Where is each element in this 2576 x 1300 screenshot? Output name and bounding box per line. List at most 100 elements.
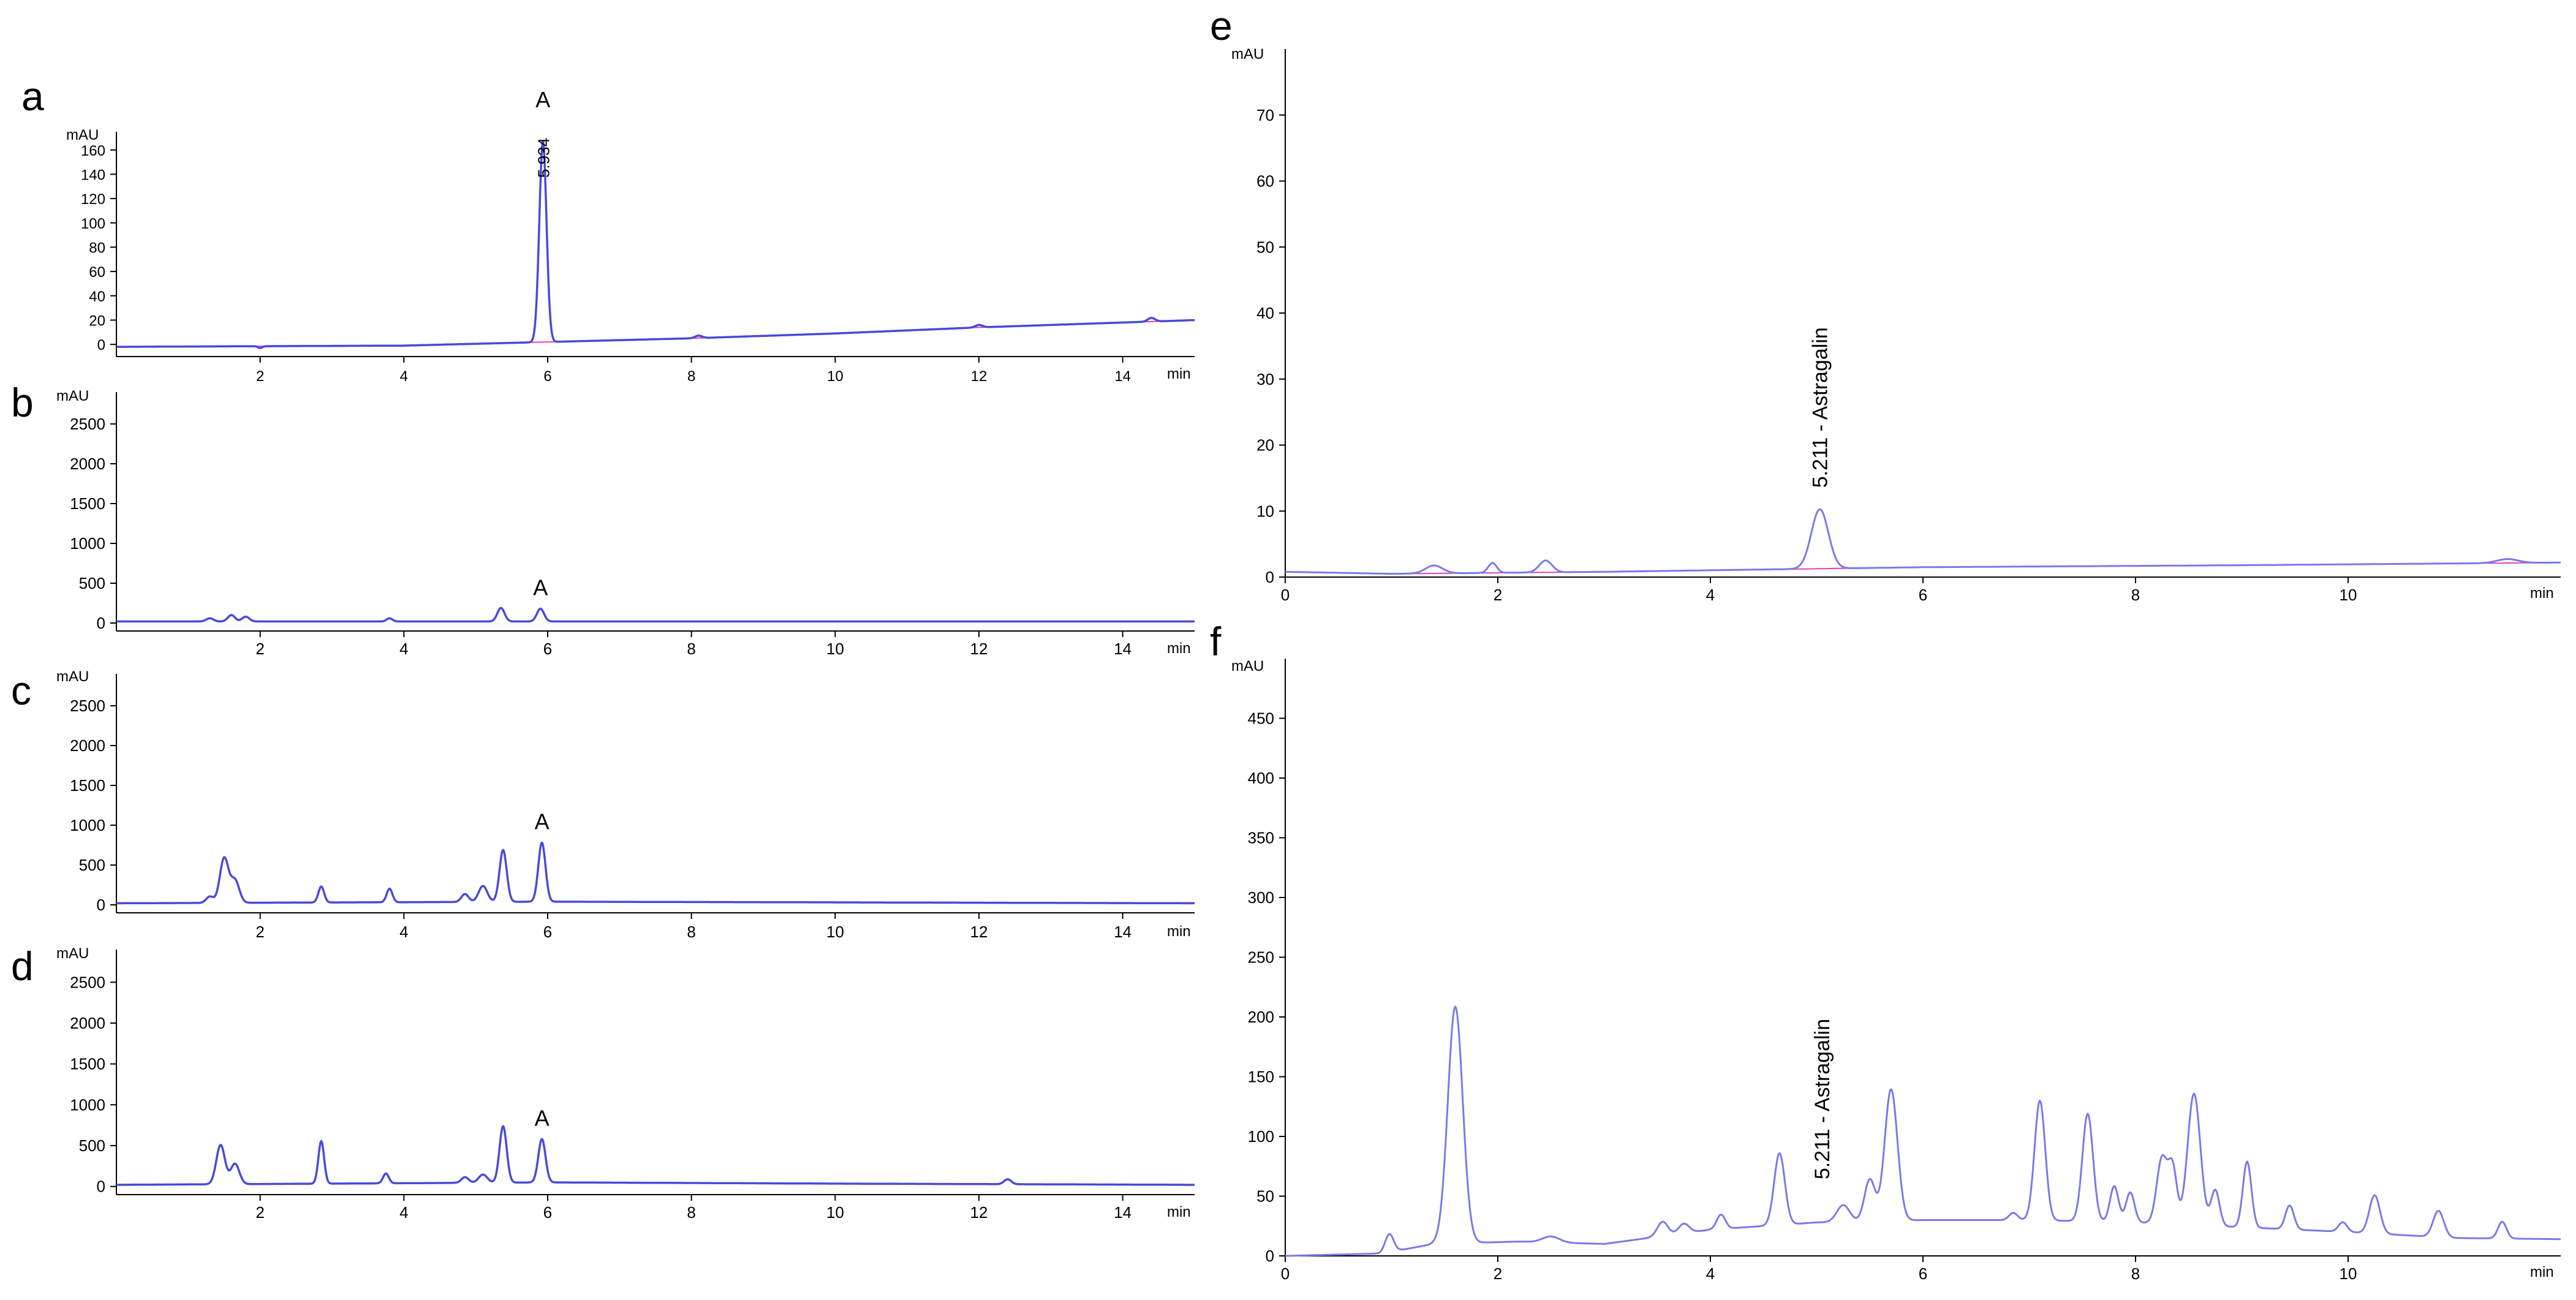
y-tick-label: 160 (81, 143, 105, 159)
x-tick-label: 4 (1706, 586, 1715, 604)
y-tick-label: 40 (89, 289, 105, 305)
x-tick-label: 2 (255, 1203, 264, 1222)
x-tick-label: 14 (1114, 1203, 1131, 1222)
y-unit-label: mAU (1231, 46, 1264, 62)
x-tick-label: 10 (827, 368, 844, 385)
y-tick-label: 300 (1248, 888, 1274, 907)
x-tick-label: 12 (971, 368, 988, 385)
retention-time-label: 5.934 (534, 138, 553, 178)
y-tick-label: 0 (1266, 1247, 1274, 1265)
x-tick-label: 12 (970, 923, 988, 941)
x-tick-label: 4 (399, 1203, 408, 1222)
y-tick-label: 200 (1248, 1008, 1274, 1026)
chromatogram-trace (116, 1124, 1195, 1186)
y-tick-label: 450 (1248, 709, 1274, 728)
y-tick-label: 60 (89, 264, 105, 281)
y-tick-label: 50 (1256, 1187, 1274, 1206)
y-tick-label: 2000 (70, 1014, 105, 1032)
x-tick-label: 8 (687, 1203, 695, 1222)
x-tick-label: 10 (826, 923, 844, 941)
x-tick-label: 14 (1114, 923, 1131, 941)
x-tick-label: 8 (2131, 586, 2140, 604)
x-unit-label: min (1167, 1204, 1191, 1220)
y-tick-label: 1500 (70, 1055, 105, 1073)
y-tick-label: 100 (81, 216, 105, 232)
x-tick-label: 6 (543, 923, 552, 941)
y-unit-label: mAU (66, 127, 99, 143)
x-tick-label: 8 (687, 640, 695, 658)
x-tick-label: 12 (970, 1203, 988, 1222)
y-tick-label: 20 (89, 312, 105, 329)
x-tick-label: 4 (1706, 1264, 1715, 1283)
x-tick-label: 10 (2340, 586, 2357, 604)
y-tick-label: 2500 (70, 973, 105, 991)
y-tick-label: 1000 (70, 534, 105, 553)
x-tick-label: 8 (687, 923, 695, 941)
y-tick-label: 2500 (70, 697, 105, 715)
peak-label: A (535, 809, 550, 834)
panel-c: c mAU 0 500 1000 1500 2000 2500 2 4 6 8 10 12 14 min A (11, 668, 1195, 941)
chromatogram-trace (1285, 508, 2561, 575)
x-unit-label: min (1167, 640, 1191, 657)
x-tick-label: 6 (1919, 1264, 1927, 1283)
y-tick-label: 500 (79, 1136, 105, 1155)
x-unit-label: min (2530, 585, 2554, 602)
y-tick-label: 0 (97, 614, 105, 632)
compound-annotation: 5.211 - Astragalin (1811, 1019, 1834, 1179)
x-tick-label: 6 (543, 1203, 552, 1222)
y-tick-label: 1000 (70, 816, 105, 834)
x-tick-label: 2 (1494, 1264, 1502, 1283)
y-tick-label: 30 (1256, 370, 1274, 388)
y-tick-label: 1500 (70, 494, 105, 513)
panel-b: b mAU 0 500 1000 1500 2000 2500 2 4 6 8 10 12 14 min A (11, 380, 1195, 658)
x-tick-label: 6 (543, 640, 552, 658)
y-tick-label: 2500 (70, 415, 105, 433)
y-unit-label: mAU (56, 668, 89, 685)
y-tick-label: 70 (1256, 106, 1274, 124)
y-tick-label: 0 (1266, 568, 1274, 586)
x-tick-label: 10 (826, 640, 844, 658)
x-tick-label: 2 (1494, 586, 1502, 604)
x-tick-label: 4 (400, 368, 408, 385)
peak-label: A (535, 1105, 550, 1130)
y-tick-label: 0 (97, 1177, 105, 1196)
x-tick-label: 10 (826, 1203, 844, 1222)
y-tick-label: 20 (1256, 436, 1274, 455)
x-tick-label: 4 (399, 923, 408, 941)
y-tick-label: 1000 (70, 1095, 105, 1114)
x-tick-label: 10 (2340, 1264, 2357, 1283)
y-tick-label: 140 (81, 167, 105, 183)
chromatogram-trace (116, 140, 1195, 349)
y-unit-label: mAU (56, 945, 89, 962)
y-tick-label: 500 (79, 574, 105, 592)
peak-label: A (535, 87, 550, 112)
panel-label-e: e (1210, 3, 1233, 48)
baseline-fit-line (116, 319, 1195, 348)
x-unit-label: min (2530, 1264, 2554, 1280)
y-tick-label: 1500 (70, 776, 105, 795)
panel-label-b: b (11, 380, 34, 425)
y-tick-label: 0 (97, 896, 105, 914)
compound-annotation: 5.211 - Astragalin (1809, 327, 1832, 488)
y-tick-label: 80 (89, 240, 105, 256)
x-tick-label: 6 (1919, 586, 1927, 604)
x-tick-label: 2 (255, 923, 264, 941)
y-tick-label: 50 (1256, 238, 1274, 256)
peak-label: A (533, 575, 548, 600)
y-tick-label: 400 (1248, 769, 1274, 787)
panel-label-a: a (21, 74, 44, 119)
panel-label-c: c (11, 668, 31, 713)
y-tick-label: 2000 (70, 455, 105, 473)
x-tick-label: 0 (1281, 1264, 1290, 1283)
y-tick-label: 0 (97, 337, 105, 353)
panel-d: d mAU 0 500 1000 1500 2000 2500 2 4 6 8 10 12 14 min A (11, 943, 1195, 1222)
y-tick-label: 10 (1256, 502, 1274, 520)
y-tick-label: 2000 (70, 736, 105, 755)
x-tick-label: 2 (256, 368, 264, 385)
chromatogram-trace (116, 841, 1195, 905)
x-unit-label: min (1167, 923, 1191, 940)
